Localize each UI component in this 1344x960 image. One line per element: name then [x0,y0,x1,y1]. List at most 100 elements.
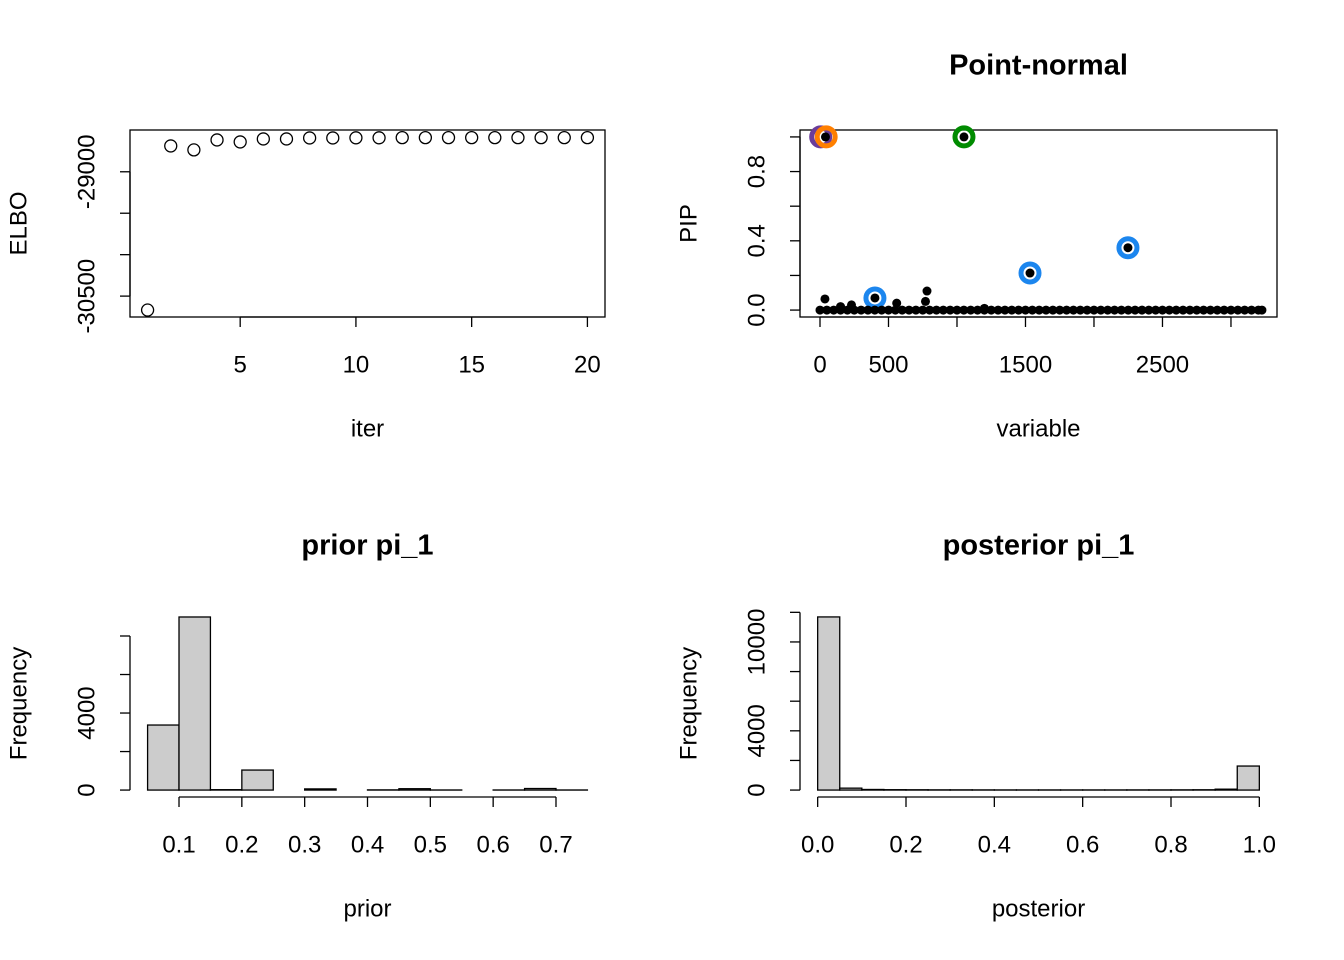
point [1257,305,1267,315]
bar [304,788,337,791]
point [815,305,825,315]
point [986,305,996,315]
chart-title: prior pi_1 [301,530,433,562]
x-tick-label: 0.4 [351,831,384,858]
point [877,305,887,315]
point [1041,305,1051,315]
point [1212,305,1222,315]
plot-box [129,129,606,318]
x-axis-label: prior [343,895,391,922]
x-tick-label: 1.0 [1243,831,1276,858]
x-tick-label: 0.3 [288,831,321,858]
y-tick-label: 4000 [743,704,770,757]
point [1151,305,1161,315]
x-tick-label: 500 [868,351,908,378]
point [233,135,247,149]
y-tick-label: 0 [73,783,100,796]
point [1025,268,1035,278]
y-tick-label: 0 [743,783,770,796]
point [945,305,955,315]
point [1075,305,1085,315]
point [892,298,902,308]
x-tick-label: 10 [343,351,370,378]
point [418,130,433,145]
point [1068,305,1078,315]
x-tick-label: 1500 [999,351,1052,378]
point [1096,305,1106,315]
point [904,305,914,315]
point [1110,305,1120,315]
point [822,305,832,315]
bar [817,616,841,791]
point [164,139,178,153]
x-tick-label: 0.6 [1066,831,1099,858]
point [952,125,976,149]
point [1116,236,1140,260]
point [1007,305,1017,315]
point [1144,305,1154,315]
point [349,131,363,145]
point [973,305,983,315]
point [1116,305,1126,315]
y-axis-label: Frequency [5,647,32,760]
point [1247,305,1257,315]
point [938,305,948,315]
y-tick-label: 4000 [73,686,100,739]
x-axis-label: posterior [992,895,1085,922]
bar [241,769,274,791]
bar [1214,788,1238,791]
point [1226,305,1236,315]
bar [398,788,431,791]
chart-title: posterior pi_1 [943,530,1135,562]
y-tick-label: 0.8 [743,155,770,188]
point [256,132,270,146]
point [925,305,935,315]
point [1014,305,1024,315]
x-tick-label: 0.2 [225,831,258,858]
point [534,130,548,145]
point [897,305,907,315]
point [820,294,830,304]
bar [178,616,212,791]
point [372,131,386,145]
bar [861,788,885,791]
point [210,133,224,147]
y-axis-label: Frequency [675,647,702,760]
point [580,130,595,145]
bar [839,787,863,791]
point [1000,305,1010,315]
point [1164,305,1174,315]
y-axis-label: PIP [675,204,702,243]
point [1178,305,1188,315]
point [465,130,479,145]
point [1205,305,1215,315]
point [1018,261,1042,285]
point [966,305,976,315]
point [1027,305,1037,315]
point [820,132,830,142]
point [1123,305,1133,315]
point [1103,305,1113,315]
point [302,131,317,145]
point [959,305,969,315]
point [1055,305,1065,315]
y-axis-label: ELBO [5,191,32,255]
point [918,305,928,315]
y-tick-label: -29000 [73,134,100,209]
point [1137,305,1147,315]
point [863,305,873,315]
point [1082,305,1092,315]
point [883,305,893,315]
point [1171,305,1181,315]
x-tick-label: 0.7 [539,831,572,858]
point [326,131,340,145]
point [814,125,838,149]
point [829,305,839,315]
point [959,132,969,142]
y-tick-label: 0.0 [743,293,770,326]
bar [523,787,557,791]
point [557,130,571,145]
x-tick-label: 0.8 [1154,831,1187,858]
bar [146,724,180,791]
